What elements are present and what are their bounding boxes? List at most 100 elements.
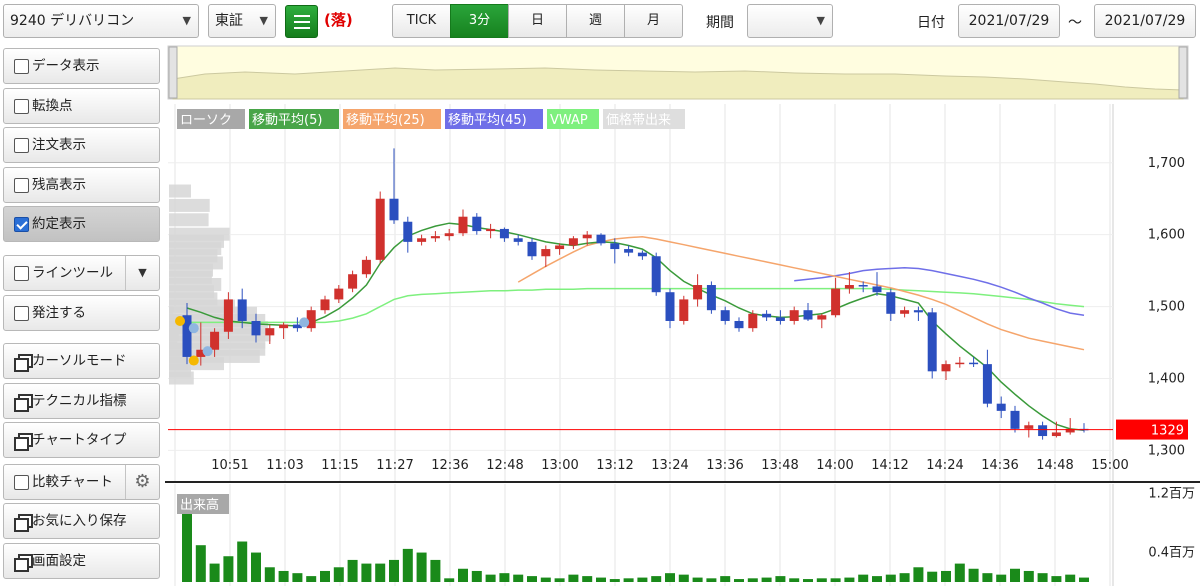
checkbox-icon[interactable]	[14, 266, 29, 281]
chevron-down-icon: ▼	[259, 14, 268, 27]
legend-item[interactable]: 移動平均(25)	[343, 109, 441, 129]
candle	[389, 148, 399, 224]
volume-legend-swatch	[177, 494, 229, 514]
candle	[955, 356, 965, 368]
candle-body	[555, 245, 565, 250]
balance-display-toggle[interactable]: 残高表示	[3, 167, 160, 203]
grid	[168, 104, 1113, 482]
save-favorite-button[interactable]: お気に入り保存	[3, 503, 160, 539]
volume-bar	[485, 574, 496, 582]
ex-dividend-mark: (落)	[324, 11, 353, 29]
legend-item[interactable]: VWAP	[547, 109, 599, 129]
price-chart[interactable]: 1,700 1,600 1,500 1,400 1,300 10:51 11:03 11:1…	[165, 44, 1200, 586]
candle	[1038, 421, 1048, 440]
candle-body	[637, 252, 647, 257]
symbol-select[interactable]: 9240 デリバリコン ▼	[3, 4, 199, 38]
tab-tick[interactable]: TICK	[392, 4, 451, 38]
candle-body	[527, 241, 537, 257]
candle	[486, 223, 496, 239]
candle-body	[472, 216, 482, 232]
legend-item[interactable]: 価格帯出来	[603, 109, 685, 129]
execution-marker[interactable]	[188, 355, 199, 366]
volume-bar	[513, 574, 524, 582]
overview-left-handle[interactable]	[168, 46, 178, 99]
overview-right-handle[interactable]	[1178, 46, 1188, 99]
tab-3min[interactable]: 3分	[450, 4, 509, 38]
x-tick-label: 13:24	[651, 458, 688, 473]
candle	[665, 288, 675, 329]
volume-bar	[678, 574, 689, 582]
candle-body	[831, 288, 841, 316]
candle-body	[624, 249, 634, 253]
cursor-mode-button[interactable]: カーソルモード	[3, 343, 160, 379]
legend-swatch	[177, 109, 245, 129]
date-from-input[interactable]: 2021/07/29	[958, 4, 1060, 38]
checkbox-icon[interactable]	[14, 138, 29, 153]
candle-body	[486, 228, 496, 232]
candle	[568, 236, 578, 250]
gear-icon[interactable]: ⚙	[125, 465, 159, 499]
price-band-volume	[169, 184, 271, 385]
tab-day[interactable]: 日	[508, 4, 567, 38]
volume-bar	[913, 567, 924, 582]
volume-bar	[692, 577, 703, 582]
candle	[610, 238, 620, 264]
chevron-down-icon[interactable]: ▼	[125, 256, 159, 290]
execution-display-toggle[interactable]: 約定表示	[3, 206, 160, 242]
price-band-bar	[169, 227, 230, 241]
execution-marker[interactable]	[202, 346, 213, 357]
legend-item[interactable]: 移動平均(45)	[445, 109, 543, 129]
candle	[651, 252, 661, 296]
candle-body	[1051, 432, 1061, 437]
execution-marker[interactable]	[175, 315, 185, 326]
order-display-toggle[interactable]: 注文表示	[3, 127, 160, 163]
checkbox-icon[interactable]	[14, 99, 29, 114]
checkbox-checked-icon[interactable]	[14, 217, 29, 232]
list-menu-button[interactable]	[285, 5, 318, 38]
candle	[900, 306, 910, 318]
legend-item[interactable]: ローソク	[177, 109, 245, 129]
period-select[interactable]: ▼	[747, 4, 833, 38]
candle-body	[775, 317, 785, 321]
compare-chart-toggle[interactable]: 比較チャート ⚙	[3, 464, 160, 500]
market-select[interactable]: 東証 ▼	[208, 4, 276, 38]
execution-marker[interactable]	[299, 317, 310, 328]
line-tool-toggle[interactable]: ラインツール ▼	[3, 255, 160, 291]
volume-bar	[761, 577, 772, 582]
y-tick-label: 1,400	[1148, 372, 1185, 387]
checkbox-icon[interactable]	[14, 178, 29, 193]
candle	[872, 272, 882, 296]
volume-bar	[609, 579, 620, 582]
data-display-toggle[interactable]: データ表示	[3, 48, 160, 84]
candle-body	[610, 243, 620, 250]
technical-indicator-button[interactable]: テクニカル指標	[3, 383, 160, 419]
tab-week[interactable]: 週	[566, 4, 625, 38]
volume-bar	[1079, 577, 1089, 582]
window-icon	[14, 394, 33, 412]
candle-body	[1024, 425, 1034, 429]
volume-bar	[775, 576, 786, 582]
checkbox-icon[interactable]	[14, 475, 29, 490]
x-tick-label: 13:12	[596, 458, 633, 473]
window-icon	[14, 354, 33, 372]
candle-body	[251, 320, 261, 336]
volume-bar	[734, 579, 744, 582]
execution-marker[interactable]	[188, 323, 199, 334]
volume-bar	[333, 567, 344, 582]
candle-body	[955, 362, 965, 365]
candle-body	[665, 292, 675, 321]
checkbox-icon[interactable]	[14, 59, 29, 74]
overview-navigator[interactable]	[167, 45, 1189, 100]
legend-item[interactable]: 移動平均(5)	[249, 109, 339, 129]
turning-point-toggle[interactable]: 転換点	[3, 88, 160, 124]
candle-body	[1038, 425, 1048, 437]
x-tick-label: 14:48	[1036, 458, 1073, 473]
candle-body	[969, 362, 979, 365]
date-to-input[interactable]: 2021/07/29	[1094, 4, 1196, 38]
checkbox-icon[interactable]	[14, 306, 29, 321]
tab-month[interactable]: 月	[624, 4, 683, 38]
candle-body	[348, 274, 358, 289]
place-order-toggle[interactable]: 発注する	[3, 295, 160, 331]
chart-type-button[interactable]: チャートタイプ	[3, 422, 160, 458]
screen-settings-button[interactable]: 画面設定	[3, 543, 160, 579]
